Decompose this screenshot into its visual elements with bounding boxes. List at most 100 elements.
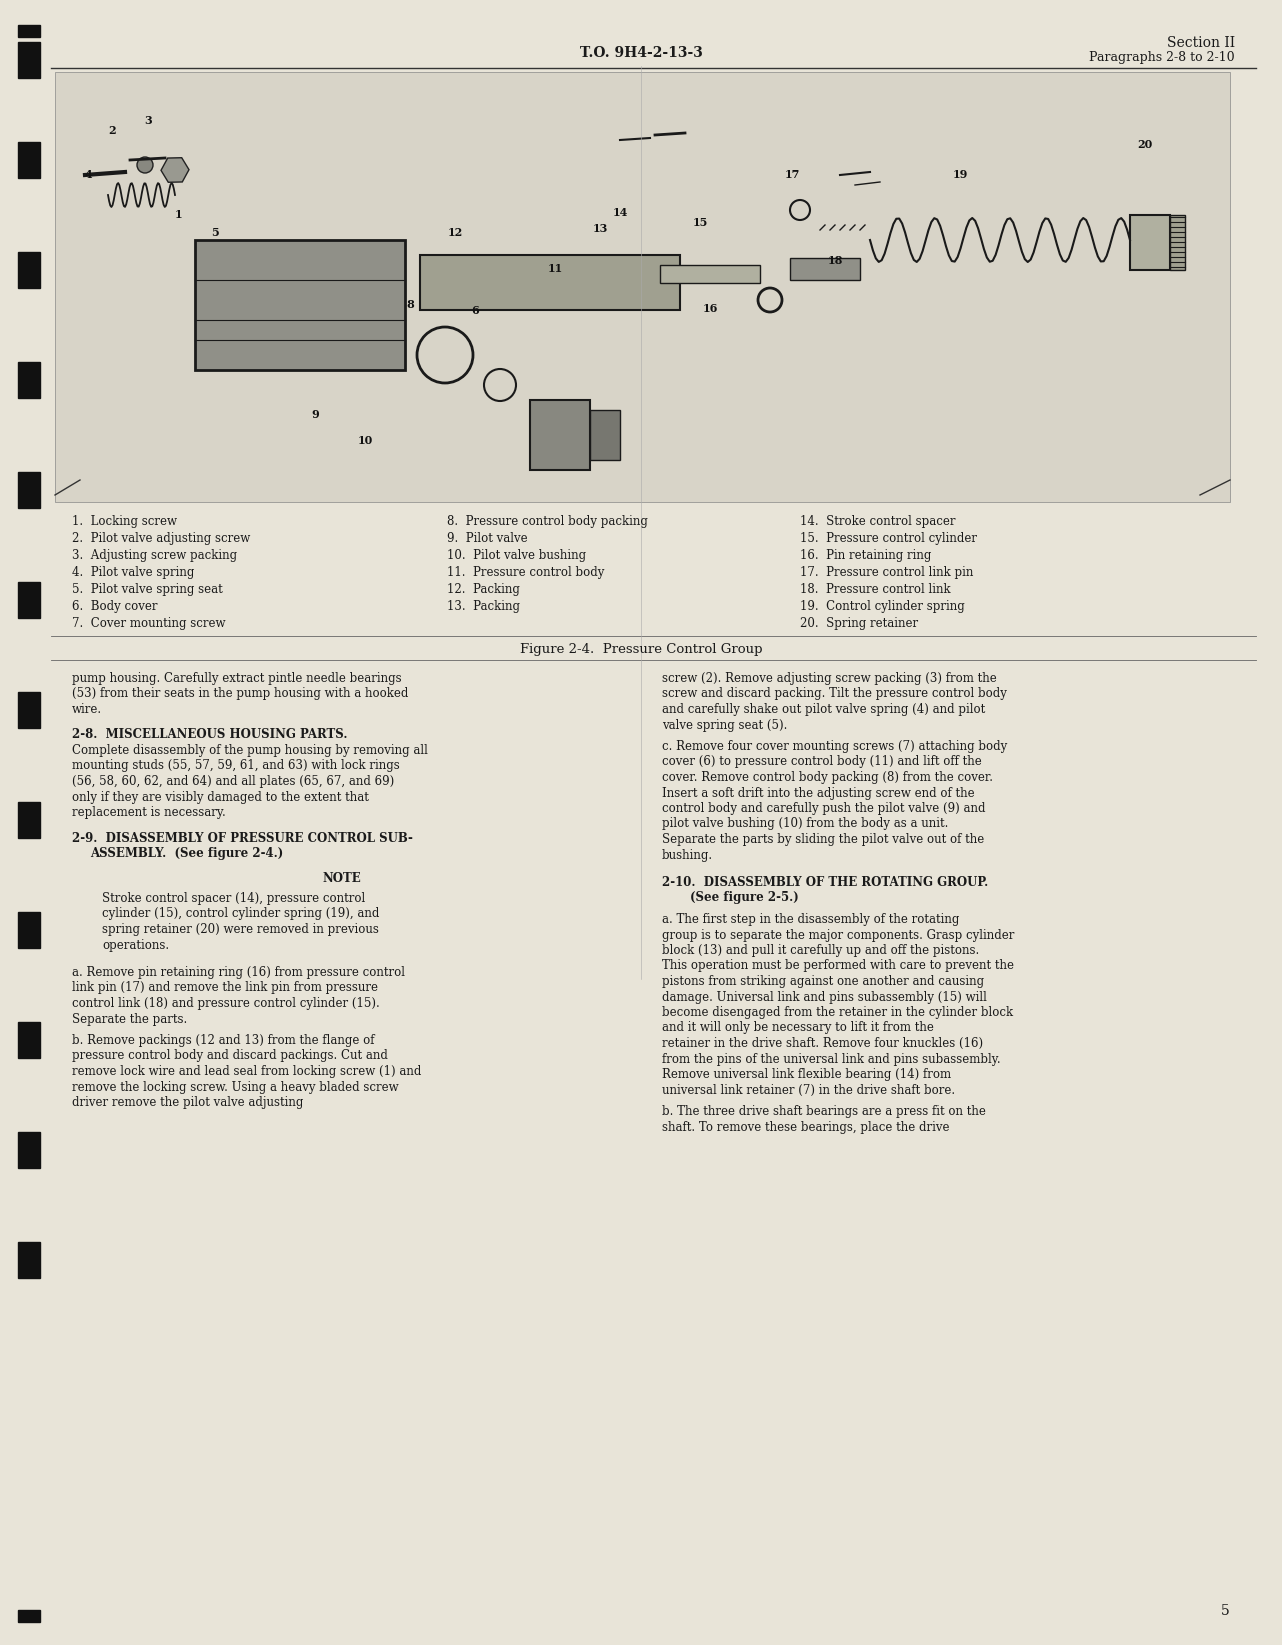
Text: 2.  Pilot valve adjusting screw: 2. Pilot valve adjusting screw [72, 531, 250, 544]
Text: 9: 9 [312, 410, 319, 421]
Text: 15.  Pressure control cylinder: 15. Pressure control cylinder [800, 531, 977, 544]
Text: (53) from their seats in the pump housing with a hooked: (53) from their seats in the pump housin… [72, 688, 409, 701]
Text: 9.  Pilot valve: 9. Pilot valve [447, 531, 528, 544]
Bar [420, 255, 679, 309]
Text: (See figure 2-5.): (See figure 2-5.) [690, 892, 799, 905]
Text: Separate the parts.: Separate the parts. [72, 1013, 187, 1025]
Bar [18, 252, 40, 288]
Text: Remove universal link flexible bearing (14) from: Remove universal link flexible bearing (… [662, 1068, 951, 1081]
Text: 6.  Body cover: 6. Body cover [72, 600, 158, 614]
Text: 13.  Packing: 13. Packing [447, 600, 520, 614]
Text: 1: 1 [174, 209, 182, 220]
Bar [18, 43, 40, 77]
Text: 4: 4 [85, 169, 92, 181]
Text: 12.  Packing: 12. Packing [447, 582, 520, 595]
Text: 11.  Pressure control body: 11. Pressure control body [447, 566, 604, 579]
Text: driver remove the pilot valve adjusting: driver remove the pilot valve adjusting [72, 1096, 304, 1109]
Bar [195, 240, 405, 370]
Circle shape [137, 156, 153, 173]
Text: control link (18) and pressure control cylinder (15).: control link (18) and pressure control c… [72, 997, 379, 1010]
Text: 8: 8 [406, 299, 414, 311]
Text: control body and carefully push the pilot valve (9) and: control body and carefully push the pilo… [662, 803, 986, 814]
Text: 4.  Pilot valve spring: 4. Pilot valve spring [72, 566, 195, 579]
Text: 19: 19 [953, 169, 968, 181]
Text: pressure control body and discard packings. Cut and: pressure control body and discard packin… [72, 1050, 388, 1063]
Text: screw (2). Remove adjusting screw packing (3) from the: screw (2). Remove adjusting screw packin… [662, 673, 996, 684]
Text: Separate the parts by sliding the pilot valve out of the: Separate the parts by sliding the pilot … [662, 832, 985, 846]
Bar [590, 410, 620, 461]
Text: spring retainer (20) were removed in previous: spring retainer (20) were removed in pre… [103, 923, 379, 936]
Text: Section II: Section II [1167, 36, 1235, 49]
Text: 1.  Locking screw: 1. Locking screw [72, 515, 177, 528]
Text: Figure 2-4.  Pressure Control Group: Figure 2-4. Pressure Control Group [519, 643, 763, 656]
Text: 18.  Pressure control link: 18. Pressure control link [800, 582, 951, 595]
Text: 10.  Pilot valve bushing: 10. Pilot valve bushing [447, 549, 586, 563]
Bar [18, 911, 40, 948]
Text: 14: 14 [613, 207, 628, 219]
Text: 14.  Stroke control spacer: 14. Stroke control spacer [800, 515, 955, 528]
Text: b. The three drive shaft bearings are a press fit on the: b. The three drive shaft bearings are a … [662, 1105, 986, 1119]
Text: 5: 5 [1222, 1604, 1229, 1619]
Text: 18: 18 [827, 255, 842, 265]
Text: 2-8.  MISCELLANEOUS HOUSING PARTS.: 2-8. MISCELLANEOUS HOUSING PARTS. [72, 729, 347, 742]
Text: screw and discard packing. Tilt the pressure control body: screw and discard packing. Tilt the pres… [662, 688, 1006, 701]
Bar [18, 25, 40, 36]
Text: 3.  Adjusting screw packing: 3. Adjusting screw packing [72, 549, 237, 563]
Bar [1170, 215, 1185, 270]
Bar [529, 400, 590, 470]
Text: retainer in the drive shaft. Remove four knuckles (16): retainer in the drive shaft. Remove four… [662, 1036, 983, 1050]
Bar [18, 362, 40, 398]
Text: 2-9.  DISASSEMBLY OF PRESSURE CONTROL SUB-: 2-9. DISASSEMBLY OF PRESSURE CONTROL SUB… [72, 831, 413, 844]
Text: a. The first step in the disassembly of the rotating: a. The first step in the disassembly of … [662, 913, 959, 926]
Text: 20: 20 [1137, 140, 1153, 150]
Text: 10: 10 [358, 434, 373, 446]
Text: 16.  Pin retaining ring: 16. Pin retaining ring [800, 549, 932, 563]
Text: from the pins of the universal link and pins subassembly.: from the pins of the universal link and … [662, 1053, 1001, 1066]
Text: ASSEMBLY.  (See figure 2-4.): ASSEMBLY. (See figure 2-4.) [90, 847, 283, 860]
Text: a. Remove pin retaining ring (16) from pressure control: a. Remove pin retaining ring (16) from p… [72, 966, 405, 979]
Text: Paragraphs 2-8 to 2-10: Paragraphs 2-8 to 2-10 [1090, 51, 1235, 64]
Text: 8.  Pressure control body packing: 8. Pressure control body packing [447, 515, 647, 528]
Bar [18, 803, 40, 837]
Text: cylinder (15), control cylinder spring (19), and: cylinder (15), control cylinder spring (… [103, 908, 379, 921]
Text: 3: 3 [144, 115, 151, 125]
Text: operations.: operations. [103, 939, 169, 951]
Text: 12: 12 [447, 227, 463, 239]
Bar [18, 1610, 40, 1622]
Bar [790, 258, 860, 280]
Bar [18, 141, 40, 178]
Text: T.O. 9H4-2-13-3: T.O. 9H4-2-13-3 [579, 46, 703, 59]
Text: 15: 15 [692, 217, 708, 227]
Text: damage. Universal link and pins subassembly (15) will: damage. Universal link and pins subassem… [662, 990, 987, 1003]
Text: 17.  Pressure control link pin: 17. Pressure control link pin [800, 566, 973, 579]
Bar [18, 1242, 40, 1278]
Text: 6: 6 [470, 304, 479, 316]
Text: 17: 17 [785, 169, 800, 181]
Text: 16: 16 [703, 303, 718, 314]
Text: remove the locking screw. Using a heavy bladed screw: remove the locking screw. Using a heavy … [72, 1081, 399, 1094]
Text: replacement is necessary.: replacement is necessary. [72, 806, 226, 819]
Text: 5.  Pilot valve spring seat: 5. Pilot valve spring seat [72, 582, 223, 595]
Text: universal link retainer (7) in the drive shaft bore.: universal link retainer (7) in the drive… [662, 1084, 955, 1097]
Text: 13: 13 [592, 222, 608, 234]
Text: block (13) and pull it carefully up and off the pistons.: block (13) and pull it carefully up and … [662, 944, 979, 957]
Text: 2: 2 [108, 125, 115, 135]
Text: wire.: wire. [72, 702, 103, 716]
Text: Insert a soft drift into the adjusting screw end of the: Insert a soft drift into the adjusting s… [662, 786, 974, 799]
Text: Stroke control spacer (14), pressure control: Stroke control spacer (14), pressure con… [103, 892, 365, 905]
Text: valve spring seat (5).: valve spring seat (5). [662, 719, 787, 732]
Text: pilot valve bushing (10) from the body as a unit.: pilot valve bushing (10) from the body a… [662, 818, 949, 831]
Text: shaft. To remove these bearings, place the drive: shaft. To remove these bearings, place t… [662, 1120, 950, 1133]
Text: and carefully shake out pilot valve spring (4) and pilot: and carefully shake out pilot valve spri… [662, 702, 986, 716]
Text: (56, 58, 60, 62, and 64) and all plates (65, 67, and 69): (56, 58, 60, 62, and 64) and all plates … [72, 775, 395, 788]
Text: mounting studs (55, 57, 59, 61, and 63) with lock rings: mounting studs (55, 57, 59, 61, and 63) … [72, 760, 400, 773]
Bar [55, 72, 1229, 502]
Text: This operation must be performed with care to prevent the: This operation must be performed with ca… [662, 959, 1014, 972]
Text: NOTE: NOTE [323, 872, 362, 885]
Text: c. Remove four cover mounting screws (7) attaching body: c. Remove four cover mounting screws (7)… [662, 740, 1008, 753]
Text: only if they are visibly damaged to the extent that: only if they are visibly damaged to the … [72, 791, 369, 803]
Bar [18, 1022, 40, 1058]
Text: pump housing. Carefully extract pintle needle bearings: pump housing. Carefully extract pintle n… [72, 673, 401, 684]
Text: 19.  Control cylinder spring: 19. Control cylinder spring [800, 600, 965, 614]
Text: and it will only be necessary to lift it from the: and it will only be necessary to lift it… [662, 1022, 933, 1035]
